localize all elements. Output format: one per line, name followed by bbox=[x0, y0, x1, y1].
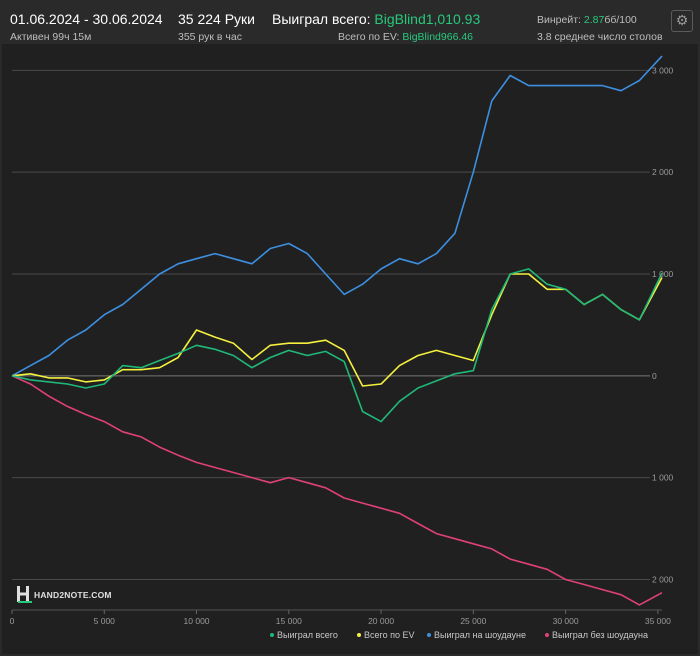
legend-dot bbox=[270, 633, 274, 637]
chart-grid bbox=[12, 69, 650, 580]
series-line-0 bbox=[11, 268, 663, 423]
chart-panel: 0 5 000 10 000 15 000 20 000 25 000 30 000 35 0… bbox=[2, 44, 698, 654]
legend-item-1[interactable]: Всего по EV bbox=[357, 630, 414, 640]
gear-icon[interactable]: ⚙ bbox=[671, 10, 693, 32]
y-axis: 3 000 2 000 1 000 0 1 000 2 000 bbox=[652, 65, 674, 584]
x-tick-label: 5 000 bbox=[94, 616, 116, 626]
winrate-unit: бб/100 bbox=[604, 14, 637, 26]
legend-label: Всего по EV bbox=[364, 630, 414, 640]
h-letter-icon bbox=[17, 586, 32, 603]
x-tick-label: 20 000 bbox=[368, 616, 394, 626]
x-tick-label: 15 000 bbox=[276, 616, 302, 626]
won-total-value: BigBlind1,010.93 bbox=[374, 11, 481, 27]
winrate-label: Винрейт: bbox=[537, 14, 581, 26]
chart-lines bbox=[11, 55, 663, 606]
legend-label: Выиграл без шоудауна bbox=[552, 630, 648, 640]
legend-label: Выиграл всего bbox=[277, 630, 338, 640]
x-tick-label: 25 000 bbox=[460, 616, 486, 626]
stats-header: 01.06.2024 - 30.06.2024 Активен 99ч 15м … bbox=[0, 0, 700, 46]
x-tick-label: 30 000 bbox=[553, 616, 579, 626]
hand2note-logo: HAND2NOTE.COM bbox=[17, 586, 112, 603]
y-tick-label: 3 000 bbox=[652, 65, 674, 75]
x-axis: 0 5 000 10 000 15 000 20 000 25 000 30 000 35 0… bbox=[10, 609, 671, 626]
x-tick-label: 0 bbox=[10, 616, 15, 626]
won-total-label: Выиграл всего: bbox=[272, 11, 371, 27]
legend-item-2[interactable]: Выиграл на шоудауне bbox=[427, 630, 526, 640]
y-tick-label: 2 000 bbox=[652, 167, 674, 177]
legend-dot bbox=[357, 633, 361, 637]
legend-dot bbox=[427, 633, 431, 637]
winrate: Винрейт: 2.87бб/100 bbox=[537, 14, 637, 26]
y-tick-label: 0 bbox=[652, 371, 657, 381]
ev-total-value: BigBlind966.46 bbox=[402, 31, 473, 43]
y-tick-label: 1 000 bbox=[652, 269, 674, 279]
legend-item-0[interactable]: Выиграл всего bbox=[270, 630, 338, 640]
winrate-value: 2.87 bbox=[583, 14, 605, 26]
series-line-3 bbox=[11, 375, 663, 606]
series-line-2 bbox=[11, 55, 663, 377]
ev-total: Всего по EV: BigBlind966.46 bbox=[338, 31, 473, 43]
hands-count: 35 224 Руки bbox=[178, 11, 255, 27]
x-tick-label: 10 000 bbox=[184, 616, 210, 626]
y-tick-label: 1 000 bbox=[652, 473, 674, 483]
active-time: Активен 99ч 15м bbox=[10, 31, 92, 43]
won-total: Выиграл всего: BigBlind1,010.93 bbox=[272, 11, 480, 27]
hands-per-hour: 355 рук в час bbox=[178, 31, 242, 43]
series-line-1 bbox=[11, 273, 663, 387]
chart-legend: Выиграл всего Всего по EV Выиграл на шоуда… bbox=[270, 630, 648, 640]
logo-text: HAND2NOTE.COM bbox=[34, 590, 112, 600]
y-tick-label: 2 000 bbox=[652, 574, 674, 584]
legend-label: Выиграл на шоудауне bbox=[434, 630, 526, 640]
x-tick-label: 35 000 bbox=[645, 616, 671, 626]
avg-tables: 3.8 среднее число столов bbox=[537, 31, 663, 43]
date-range[interactable]: 01.06.2024 - 30.06.2024 bbox=[10, 11, 163, 27]
ev-total-label: Всего по EV: bbox=[338, 31, 400, 43]
graph-chart: 0 5 000 10 000 15 000 20 000 25 000 30 000 35 0… bbox=[10, 55, 674, 640]
legend-dot bbox=[545, 633, 549, 637]
legend-item-3[interactable]: Выиграл без шоудауна bbox=[545, 630, 648, 640]
